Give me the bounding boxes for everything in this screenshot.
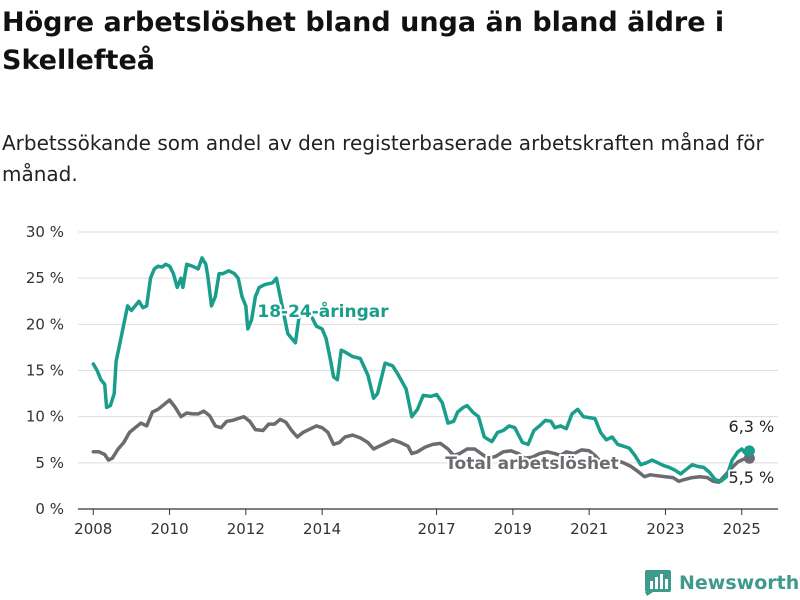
y-tick-label: 15 % [26,362,64,380]
x-tick-label: 2019 [494,520,532,538]
newsworthy-chart-logo-icon [645,570,671,596]
y-tick-label: 25 % [26,269,64,287]
y-tick-label: 10 % [26,408,64,426]
brand-name: Newsworthy [679,572,800,594]
series-labels: 18-24-åringar Total arbetslöshet 6,3 % 5,5 … [255,298,776,489]
series-line-youth [91,256,752,484]
x-tick-label: 2023 [646,520,684,538]
x-tick-label: 2014 [303,520,341,538]
x-axis: 2008 2010 2012 2014 2017 2019 2021 2023 2025 [74,508,778,538]
y-tick-label: 20 % [26,315,64,333]
brand-logo: Newsworthy [645,568,800,598]
series-line-total [91,398,752,484]
x-tick-label: 2012 [227,520,265,538]
y-axis-tick-labels: 0 % 5 % 10 % 15 % 20 % 25 % 30 % [26,223,64,518]
y-tick-label: 5 % [35,454,64,472]
y-tick-label: 30 % [26,223,64,241]
x-tick-label: 2010 [150,520,188,538]
x-tick-label: 2008 [74,520,112,538]
x-tick-label: 2017 [417,520,455,538]
x-tick-label: 2025 [723,520,761,538]
chart-title: Högre arbetslöshet bland unga än bland ä… [2,7,725,76]
end-point-youth [743,445,755,457]
end-label-youth: 6,3 % [729,417,775,436]
chart-subtitle: Arbetssökande som andel av den registerb… [2,131,764,186]
end-label-total: 5,5 % [729,468,775,487]
series-label-total: Total arbetslöshet [445,454,619,474]
series-label-youth: 18-24-åringar [257,300,389,322]
x-tick-label: 2021 [570,520,608,538]
y-tick-label: 0 % [35,500,64,518]
series-lines [91,256,755,484]
